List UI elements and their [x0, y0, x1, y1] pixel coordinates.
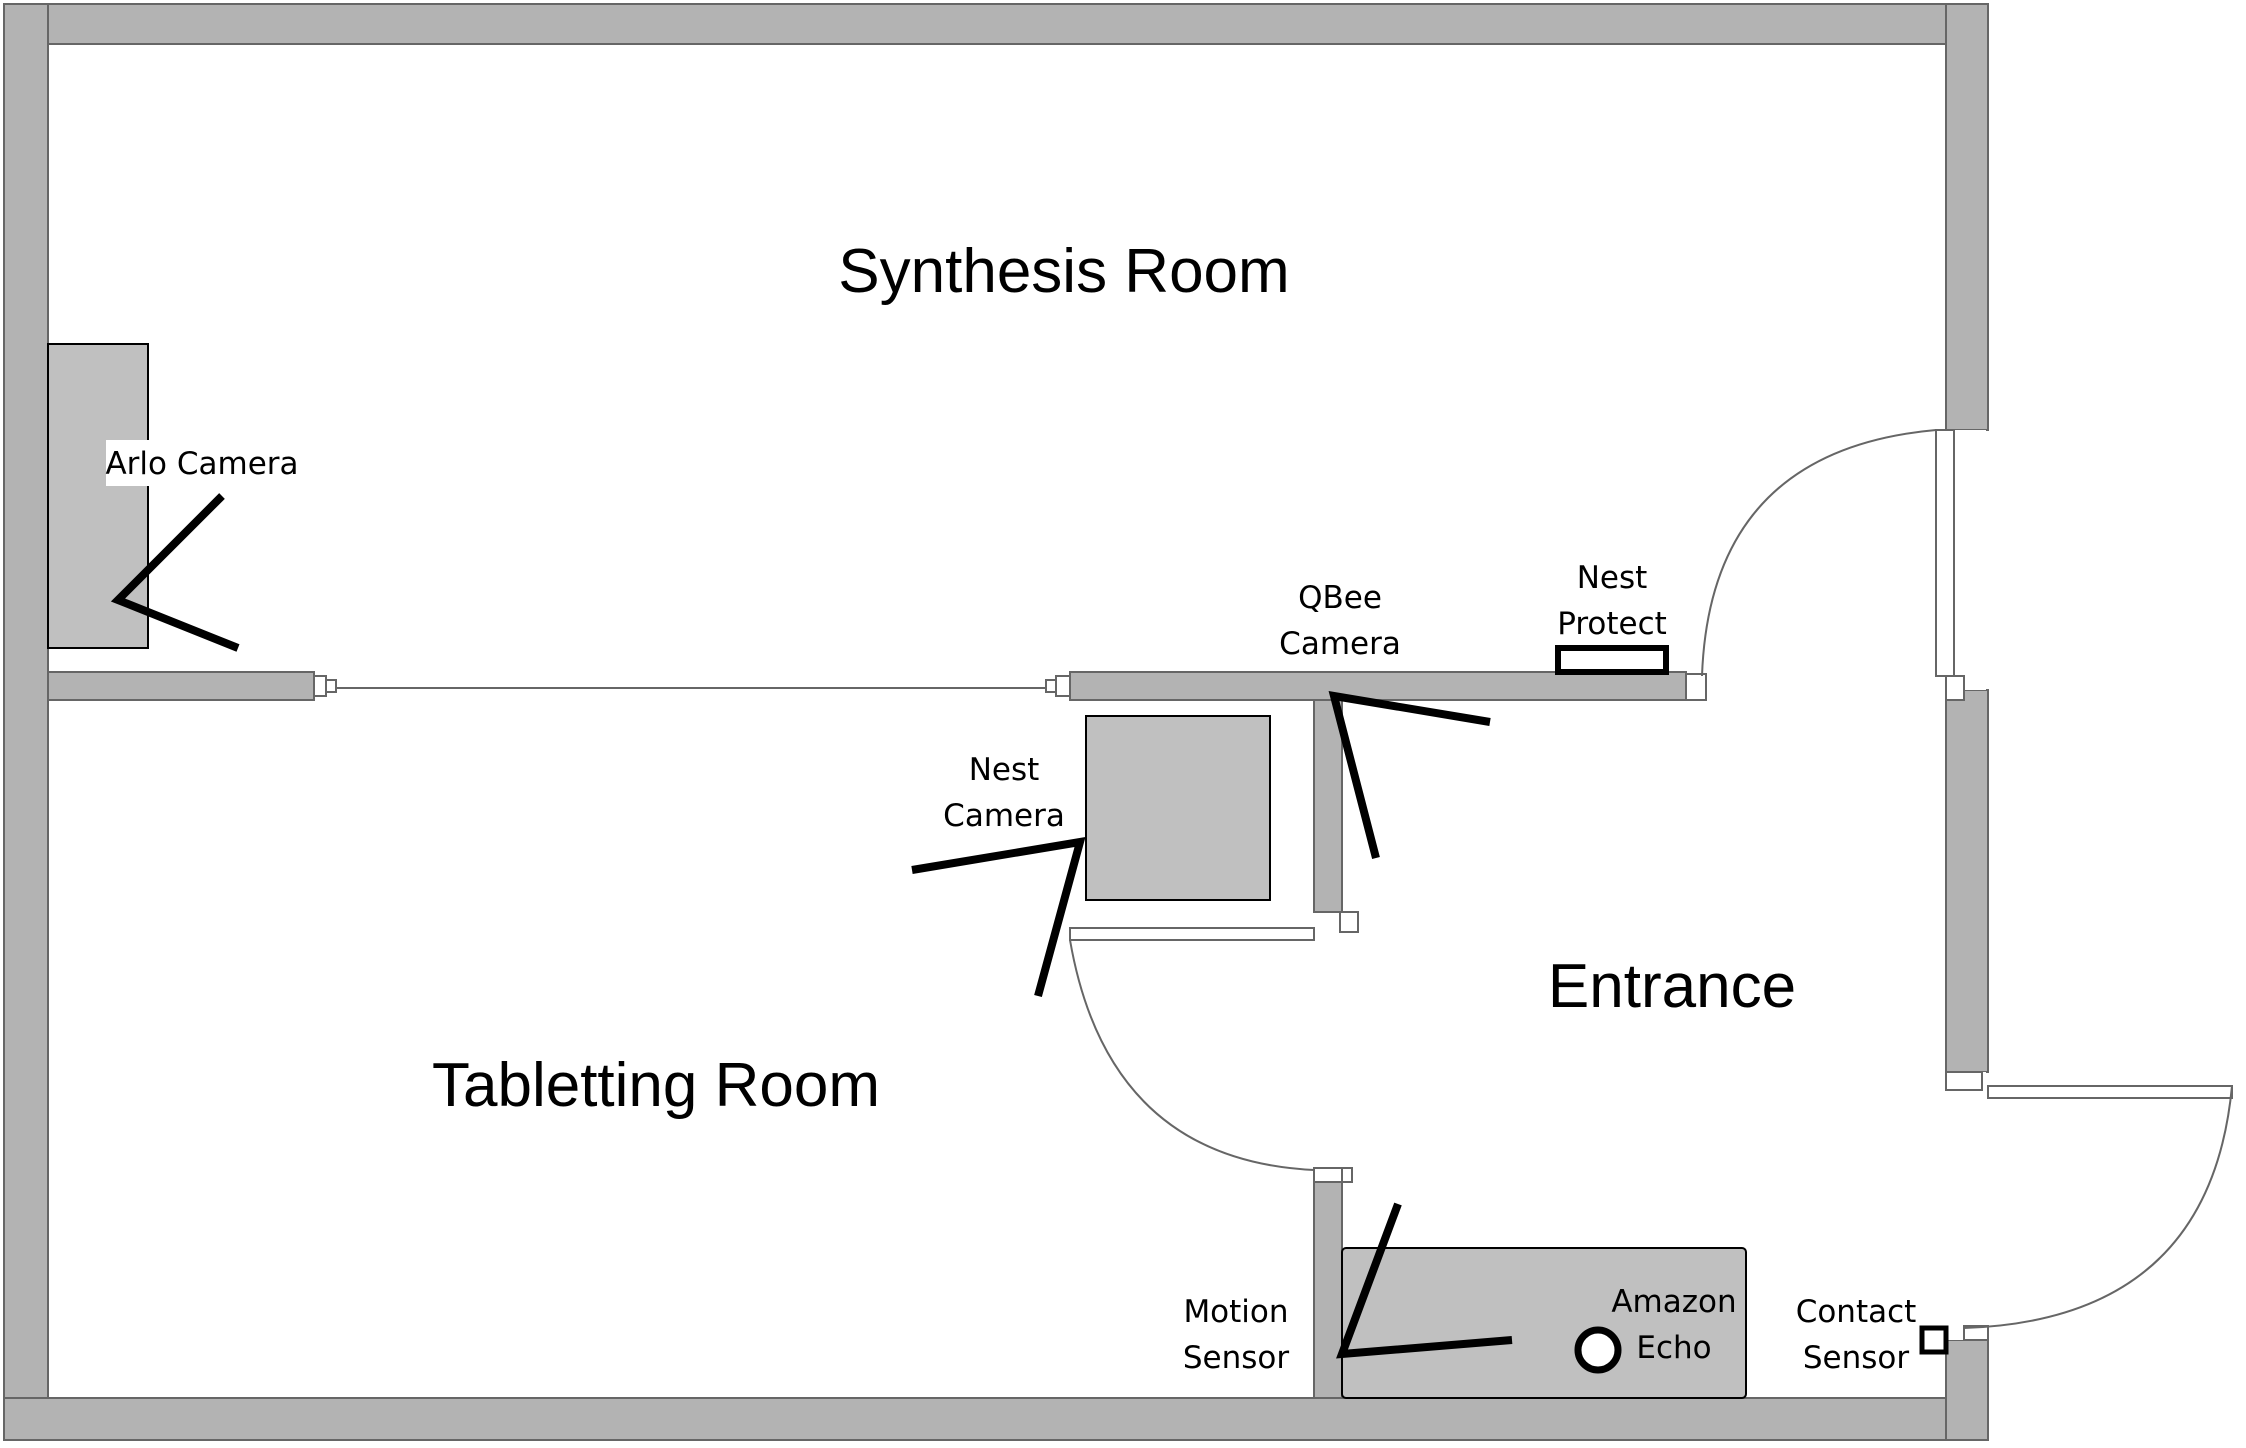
label-motion-sensor-line2: Sensor: [1183, 1340, 1290, 1376]
room-label-entrance: Entrance: [1548, 952, 1796, 1021]
synthesis-bench: [47, 343, 149, 649]
label-qbee-camera-line2: Camera: [1279, 626, 1401, 662]
outer-wall-bottom: [3, 1397, 1989, 1441]
label-nest-camera-line2: Camera: [943, 798, 1065, 834]
label-amazon-echo-line2: Echo: [1636, 1330, 1711, 1366]
arlo-label-background: [106, 440, 302, 486]
outer-wall-right-lower: [1945, 1339, 1989, 1441]
door-swings: [1069, 429, 2233, 1329]
nest-protect-icon: [1555, 645, 1669, 675]
qbee-camera-fov: [1328, 691, 1491, 860]
room-label-synthesis: Synthesis Room: [838, 237, 1289, 306]
outer-wall-top: [3, 3, 1989, 45]
label-arlo-camera: Arlo Camera: [105, 446, 298, 482]
outer-wall-right-upper: [1945, 3, 1989, 431]
furniture: [47, 343, 1747, 1399]
label-amazon-echo-line1: Amazon: [1611, 1284, 1736, 1320]
walls: [3, 3, 1989, 1441]
inner-wall-right-segment: [1069, 671, 1687, 701]
label-motion-sensor-line1: Motion: [1183, 1294, 1288, 1330]
label-contact-sensor-line2: Sensor: [1803, 1340, 1910, 1376]
sliding-opening: [313, 675, 1071, 697]
motion-sensor-fov: [1336, 1202, 1513, 1359]
exterior-door-swing: [1963, 1085, 2233, 1329]
label-contact-sensor-line1: Contact: [1796, 1294, 1917, 1330]
contact-sensor-icon: [1919, 1325, 1949, 1355]
arlo-camera-fov: [110, 493, 240, 652]
entrance-door-swing: [1701, 429, 1937, 677]
entrance-counter: [1341, 1247, 1747, 1399]
label-nest-protect-line1: Nest: [1577, 560, 1648, 596]
tabletting-cabinet: [1085, 715, 1271, 901]
room-label-tabletting: Tabletting Room: [432, 1051, 880, 1120]
label-nest-protect-line2: Protect: [1557, 606, 1667, 642]
inner-wall-left-segment: [47, 671, 315, 701]
inner-wall-vertical-lower: [1313, 1181, 1343, 1399]
tabletting-door-swing: [1069, 939, 1315, 1171]
door-jambs: [1069, 429, 2233, 1341]
inner-wall-vertical-upper: [1313, 699, 1343, 913]
label-nest-camera-line1: Nest: [969, 752, 1040, 788]
fov-lines: [110, 493, 1513, 1359]
nest-camera-fov: [911, 837, 1086, 998]
amazon-echo-icon: [1574, 1326, 1622, 1374]
outer-wall-right-middle: [1945, 689, 1989, 1073]
label-qbee-camera-line1: QBee: [1298, 580, 1382, 616]
outer-wall-left: [3, 3, 49, 1441]
